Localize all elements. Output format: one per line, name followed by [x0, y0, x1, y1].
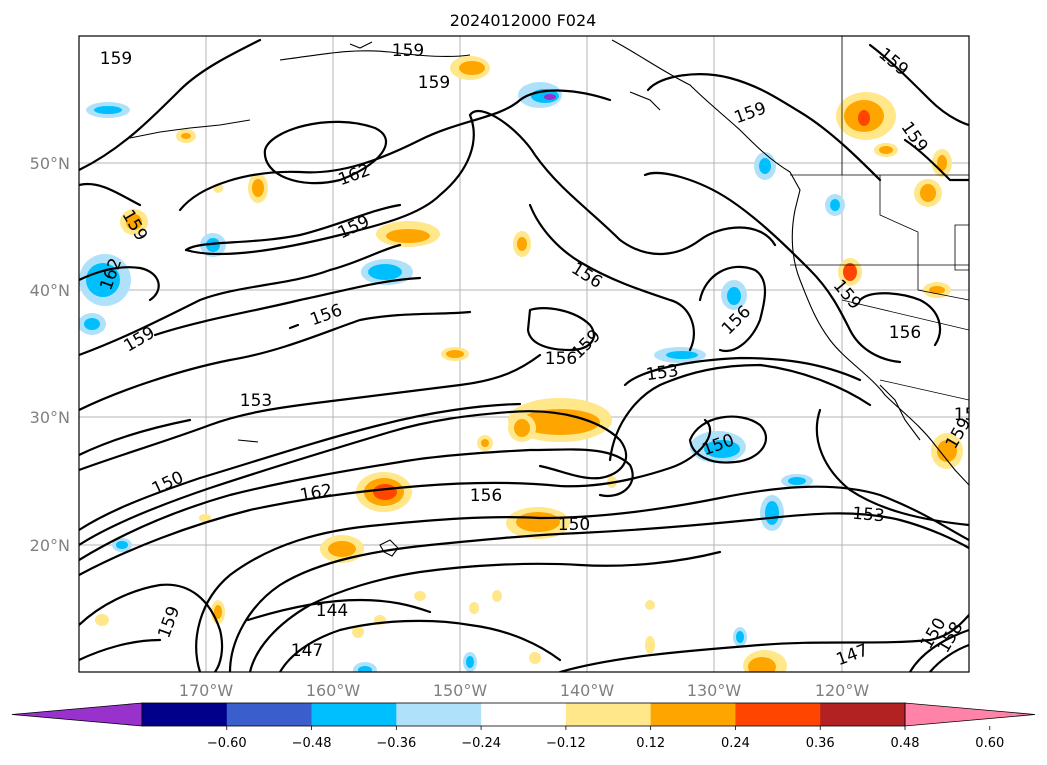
colorbar-frame — [141, 702, 906, 727]
colorbar-tick-label: −0.48 — [292, 736, 332, 751]
coastlines — [129, 36, 969, 557]
contour-label: 156 — [889, 323, 921, 343]
shaded-anomalies — [79, 56, 963, 672]
colorbar-extend-high — [904, 702, 1036, 727]
map-frame — [78, 35, 970, 673]
contour-label: 156 — [545, 349, 577, 369]
colorbar-tick-label: −0.36 — [376, 736, 416, 751]
lon-label: 130°W — [687, 681, 742, 700]
lat-label: 50°N — [30, 154, 70, 173]
colorbar-extend-low — [11, 702, 143, 727]
contour-label: 153 — [645, 361, 680, 385]
colorbar-tick-label: 0.60 — [975, 736, 1004, 751]
lat-label: 40°N — [30, 281, 70, 300]
contour-label: 159 — [392, 41, 424, 61]
latitude-labels: 50°N 40°N 30°N 20°N — [30, 154, 70, 555]
colorbar-tick-label: 0.12 — [636, 736, 665, 751]
contour-label: 153 — [240, 391, 272, 411]
contour-label: 147 — [291, 641, 323, 661]
contour-label: 150 — [558, 515, 590, 535]
colorbar-segment — [396, 703, 482, 726]
colorbar-tick-label: −0.60 — [207, 736, 247, 751]
contour-label: 159 — [954, 405, 986, 425]
map-area: 159 159 159 159 159 159 159 162 159 159 … — [79, 36, 986, 672]
lon-label: 170°W — [179, 681, 234, 700]
colorbar-segment — [735, 703, 821, 726]
contour-label: 159 — [418, 73, 450, 93]
contour-label: 156 — [470, 486, 502, 506]
colorbar-tick-label: −0.24 — [461, 736, 501, 751]
map-title: 2024012000 F024 — [450, 11, 597, 30]
colorbar-tick-label: 0.24 — [721, 736, 750, 751]
lon-label: 140°W — [560, 681, 615, 700]
lon-label: 120°W — [815, 681, 870, 700]
colorbar-segment — [311, 703, 397, 726]
map-background — [79, 36, 969, 672]
lat-label: 20°N — [30, 536, 70, 555]
lon-label: 150°W — [433, 681, 488, 700]
lon-label: 160°W — [306, 681, 361, 700]
lat-label: 30°N — [30, 408, 70, 427]
height-contours — [79, 38, 969, 672]
colorbar-tick-label: 0.36 — [806, 736, 835, 751]
contour-label: 159 — [100, 49, 132, 69]
contour-label: 144 — [316, 601, 348, 621]
colorbar-segment — [481, 703, 567, 726]
colorbar-segment — [226, 703, 313, 726]
colorbar-segment — [820, 703, 906, 726]
colorbar-segment — [142, 703, 228, 726]
colorbar-tick-label: −0.12 — [546, 736, 586, 751]
colorbar-segment — [650, 703, 736, 726]
colorbar-segment — [565, 703, 652, 726]
contour-label: 153 — [851, 504, 885, 527]
colorbar-tick-label: 0.48 — [891, 736, 920, 751]
longitude-labels: 170°W 160°W 150°W 140°W 130°W 120°W — [179, 681, 870, 700]
colorbar: −0.60 −0.48 −0.36 −0.24 −0.12 0.12 0.24 0.36 0.4… — [11, 702, 1036, 751]
